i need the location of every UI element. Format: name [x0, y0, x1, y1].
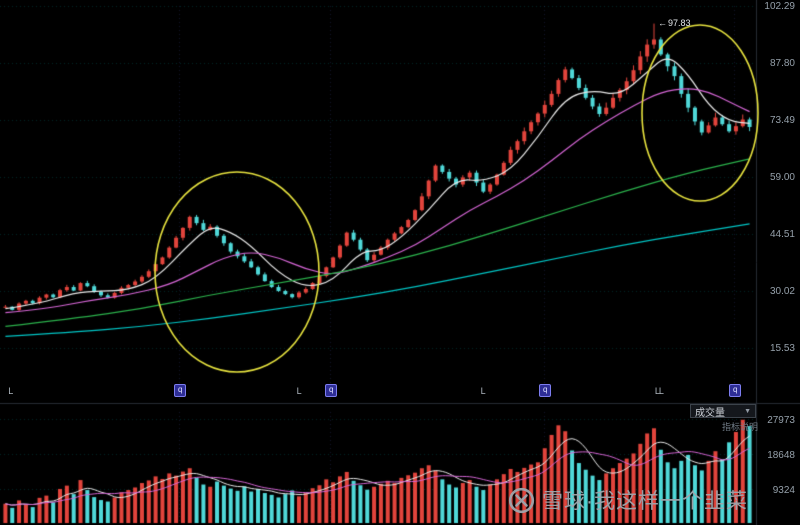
volume-indicator-label: 成交量: [695, 407, 725, 419]
price-flag-label: 97.83: [668, 17, 691, 28]
indicator-help-link[interactable]: 指标说明: [721, 422, 758, 432]
watermark-text: 雪球·我这样一个韭菜: [542, 490, 748, 513]
volume-indicator-dropdown[interactable]: 成交量 ▼: [690, 404, 756, 419]
price-flag: ← 97.83: [658, 18, 691, 28]
xueqiu-logo-icon: [508, 487, 535, 514]
price-flag-arrow-icon: ←: [658, 17, 667, 28]
chevron-down-icon: ▼: [744, 407, 751, 415]
watermark: 雪球·我这样一个韭菜: [508, 485, 748, 515]
